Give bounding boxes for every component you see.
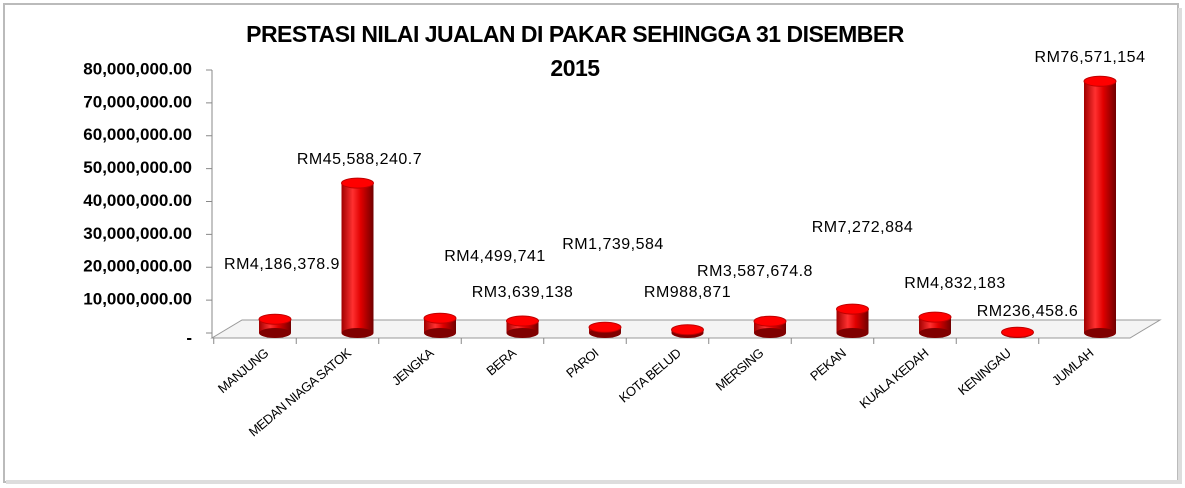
value-label: RM45,588,240.7 bbox=[297, 151, 422, 168]
bar-top bbox=[836, 303, 869, 315]
value-label: RM236,458.6 bbox=[977, 303, 1079, 320]
y-tick-label: 40,000,000.00 bbox=[83, 191, 192, 210]
bar-top bbox=[671, 324, 704, 336]
chart-title: PRESTASI NILAI JUALAN DI PAKAR SEHINGGA … bbox=[246, 21, 905, 81]
bar-top bbox=[918, 311, 952, 323]
value-label: RM988,871 bbox=[644, 284, 731, 301]
bar-top bbox=[753, 315, 787, 327]
value-label: RM4,832,183 bbox=[904, 275, 1006, 292]
bar-top bbox=[341, 177, 374, 189]
bar-base bbox=[259, 328, 291, 338]
value-label: RM3,639,138 bbox=[472, 284, 574, 301]
value-label: RM1,739,584 bbox=[562, 236, 664, 253]
chart-frame bbox=[3, 3, 1179, 483]
bar bbox=[836, 309, 869, 333]
bar-base bbox=[919, 328, 951, 338]
bar-top bbox=[258, 313, 292, 325]
value-label: RM4,499,741 bbox=[444, 248, 546, 265]
bar-base bbox=[341, 328, 374, 338]
bar bbox=[341, 183, 374, 333]
bar-top bbox=[423, 312, 457, 324]
y-tick-label: 80,000,000.00 bbox=[83, 59, 192, 78]
bar bbox=[506, 321, 539, 333]
y-tick-label: 10,000,000.00 bbox=[83, 290, 192, 309]
bar bbox=[754, 321, 786, 333]
frame-shadow bbox=[6, 480, 1180, 484]
bar-base bbox=[424, 328, 456, 338]
value-label: RM3,587,674.8 bbox=[697, 263, 813, 280]
y-tick-label: 70,000,000.00 bbox=[83, 92, 192, 111]
y-tick-label: 20,000,000.00 bbox=[83, 257, 192, 276]
bar-top bbox=[1083, 75, 1117, 87]
value-label: RM7,272,884 bbox=[812, 219, 914, 236]
value-label: RM4,186,378.9 bbox=[224, 256, 340, 273]
bar bbox=[1084, 81, 1116, 333]
value-label: RM76,571,154 bbox=[1035, 49, 1146, 66]
bar-top bbox=[588, 321, 622, 333]
bar-base bbox=[754, 328, 786, 338]
frame-shadow bbox=[1178, 8, 1182, 484]
y-tick-label: 60,000,000.00 bbox=[83, 125, 192, 144]
y-tick-label: 30,000,000.00 bbox=[83, 224, 192, 243]
y-tick-label: - bbox=[186, 328, 192, 347]
bar-base bbox=[836, 328, 869, 338]
y-tick-label: 50,000,000.00 bbox=[83, 158, 192, 177]
bar-top bbox=[1001, 326, 1034, 338]
bar-top bbox=[506, 315, 539, 327]
bar-base bbox=[506, 328, 539, 338]
bar-base bbox=[1084, 328, 1116, 338]
